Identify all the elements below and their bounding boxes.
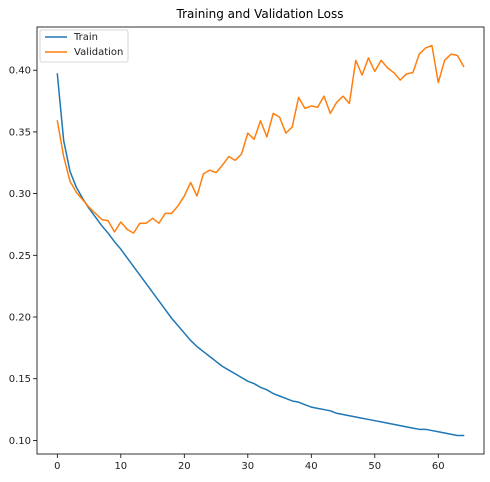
x-tick-label: 60 (432, 461, 445, 472)
plot-area (37, 27, 484, 454)
y-tick-label: 0.25 (9, 251, 31, 262)
x-tick-label: 30 (241, 461, 254, 472)
y-tick-label: 0.15 (9, 374, 31, 385)
legend: Train Validation (40, 30, 128, 62)
legend-label-train: Train (73, 32, 98, 43)
x-tick-label: 0 (54, 461, 60, 472)
y-tick-label: 0.30 (9, 189, 31, 200)
chart-title: Training and Validation Loss (176, 7, 344, 21)
x-tick-label: 50 (368, 461, 381, 472)
y-tick-label: 0.35 (9, 127, 31, 138)
x-tick-label: 10 (114, 461, 127, 472)
y-tick-label: 0.10 (9, 436, 31, 447)
x-tick-label: 40 (305, 461, 318, 472)
y-tick-label: 0.40 (9, 66, 31, 77)
y-tick-label: 0.20 (9, 313, 31, 324)
legend-label-validation: Validation (74, 47, 123, 58)
x-tick-label: 20 (178, 461, 191, 472)
